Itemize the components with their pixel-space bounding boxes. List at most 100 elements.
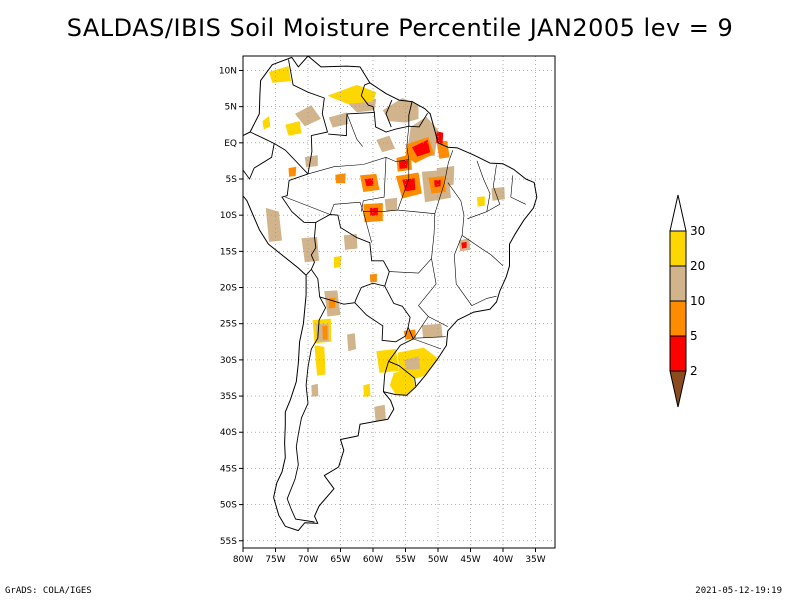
state-border-3: [346, 113, 363, 147]
x-tick-label: 70W: [298, 555, 318, 565]
moisture-region-6: [262, 116, 271, 130]
country-borders: [243, 59, 428, 523]
moisture-region-5: [285, 121, 302, 136]
state-borders: [285, 113, 526, 350]
state-border-15: [389, 258, 432, 274]
moisture-region-52: [311, 383, 319, 397]
y-tick-label: 50S: [220, 501, 237, 511]
moisture-region-43: [421, 323, 443, 339]
state-border-18: [414, 336, 446, 339]
legend-swatch-2: [669, 300, 687, 337]
state-border-0: [285, 196, 331, 215]
moisture-region-11: [436, 140, 450, 159]
moisture-region-51: [369, 273, 377, 283]
moisture-region-21: [434, 179, 441, 187]
y-tick-label: 5S: [226, 175, 238, 185]
coastline: [243, 56, 538, 532]
moisture-region-23: [364, 178, 374, 187]
plot-frame: [242, 55, 556, 549]
moisture-region-24: [335, 173, 346, 184]
state-border-11: [486, 164, 501, 212]
y-tick-label: 30S: [220, 356, 237, 366]
moisture-region-12: [412, 139, 431, 157]
state-border-16: [453, 235, 497, 306]
moisture-region-7: [328, 112, 349, 128]
state-border-8: [434, 149, 454, 214]
x-tick-label: 45W: [460, 555, 480, 565]
grads-credit: GrADS: COLA/IGES: [5, 586, 92, 596]
country-border-10: [328, 82, 375, 137]
country-border-9: [388, 360, 417, 387]
state-border-12: [510, 175, 526, 205]
legend-arrow-low: [669, 370, 687, 408]
moisture-region-41: [389, 369, 416, 396]
state-border-10: [467, 160, 491, 220]
render-timestamp: 2021-05-12-19:19: [695, 586, 782, 596]
country-border-4: [304, 221, 317, 276]
moisture-region-47: [461, 241, 467, 249]
moisture-region-35: [322, 325, 328, 340]
moisture-region-48: [491, 187, 505, 201]
country-border-7: [354, 285, 411, 343]
state-border-5: [361, 157, 387, 212]
country-border-1: [249, 131, 309, 175]
country-border-5: [286, 269, 327, 523]
legend-swatch-3: [669, 265, 687, 302]
country-border-12: [385, 99, 393, 128]
country-border-2: [243, 143, 275, 180]
state-border-2: [307, 156, 409, 175]
legend-swatch-4: [669, 230, 687, 267]
x-tick-label: 80W: [233, 555, 253, 565]
x-tick-label: 60W: [363, 555, 383, 565]
moisture-region-50: [343, 234, 358, 250]
legend-swatch-1: [669, 335, 687, 372]
country-border-3: [281, 173, 309, 223]
y-tick-label: 10N: [219, 66, 237, 76]
state-border-14: [418, 258, 448, 327]
moisture-region-29: [301, 236, 320, 263]
moisture-region-3: [269, 66, 292, 83]
moisture-region-27: [384, 197, 398, 212]
y-tick-label: 5N: [225, 103, 237, 113]
state-border-4: [406, 126, 410, 160]
legend-label: 2: [690, 364, 698, 378]
x-tick-label: 55W: [395, 555, 415, 565]
x-axis-ticks: 80W 75W 70W 65W 60W 55W 50W 45W 40W 35W: [233, 548, 546, 565]
moisture-region-37: [347, 333, 357, 352]
moisture-region-32: [328, 297, 336, 309]
state-border-13: [461, 235, 504, 267]
moisture-region-38: [376, 349, 399, 373]
colorbar-legend: 2 5 10 20 30: [669, 194, 705, 408]
state-border-19: [413, 338, 442, 350]
moisture-region-49: [477, 196, 485, 207]
y-tick-label: EQ: [224, 139, 237, 149]
country-border-0: [288, 59, 329, 174]
y-tick-label: 20S: [220, 284, 237, 294]
x-tick-label: 40W: [493, 555, 513, 565]
legend-label: 10: [690, 294, 705, 308]
moisture-region-28: [265, 207, 282, 242]
y-tick-label: 25S: [220, 320, 237, 330]
legend-label: 20: [690, 259, 705, 273]
state-border-1: [329, 201, 372, 243]
continent-coastline: [243, 56, 538, 532]
y-tick-label: 45S: [220, 464, 237, 474]
moisture-region-53: [288, 166, 297, 177]
moisture-region-0: [382, 98, 419, 123]
legend-label: 30: [690, 224, 705, 238]
moisture-region-13: [436, 131, 444, 144]
x-tick-label: 65W: [330, 555, 350, 565]
country-border-13: [408, 101, 413, 127]
x-tick-label: 50W: [428, 555, 448, 565]
legend-label: 5: [690, 329, 698, 343]
state-border-9: [447, 182, 465, 236]
y-tick-label: 55S: [220, 537, 237, 547]
moisture-region-44: [374, 404, 386, 422]
country-border-6: [315, 214, 390, 305]
map-title: SALDAS/IBIS Soil Moisture Percentile JAN…: [66, 14, 734, 42]
moisture-region-40: [404, 356, 421, 371]
legend-arrow-high: [669, 194, 687, 232]
moisture-region-36: [314, 345, 326, 376]
moisture-region-15: [399, 160, 409, 169]
